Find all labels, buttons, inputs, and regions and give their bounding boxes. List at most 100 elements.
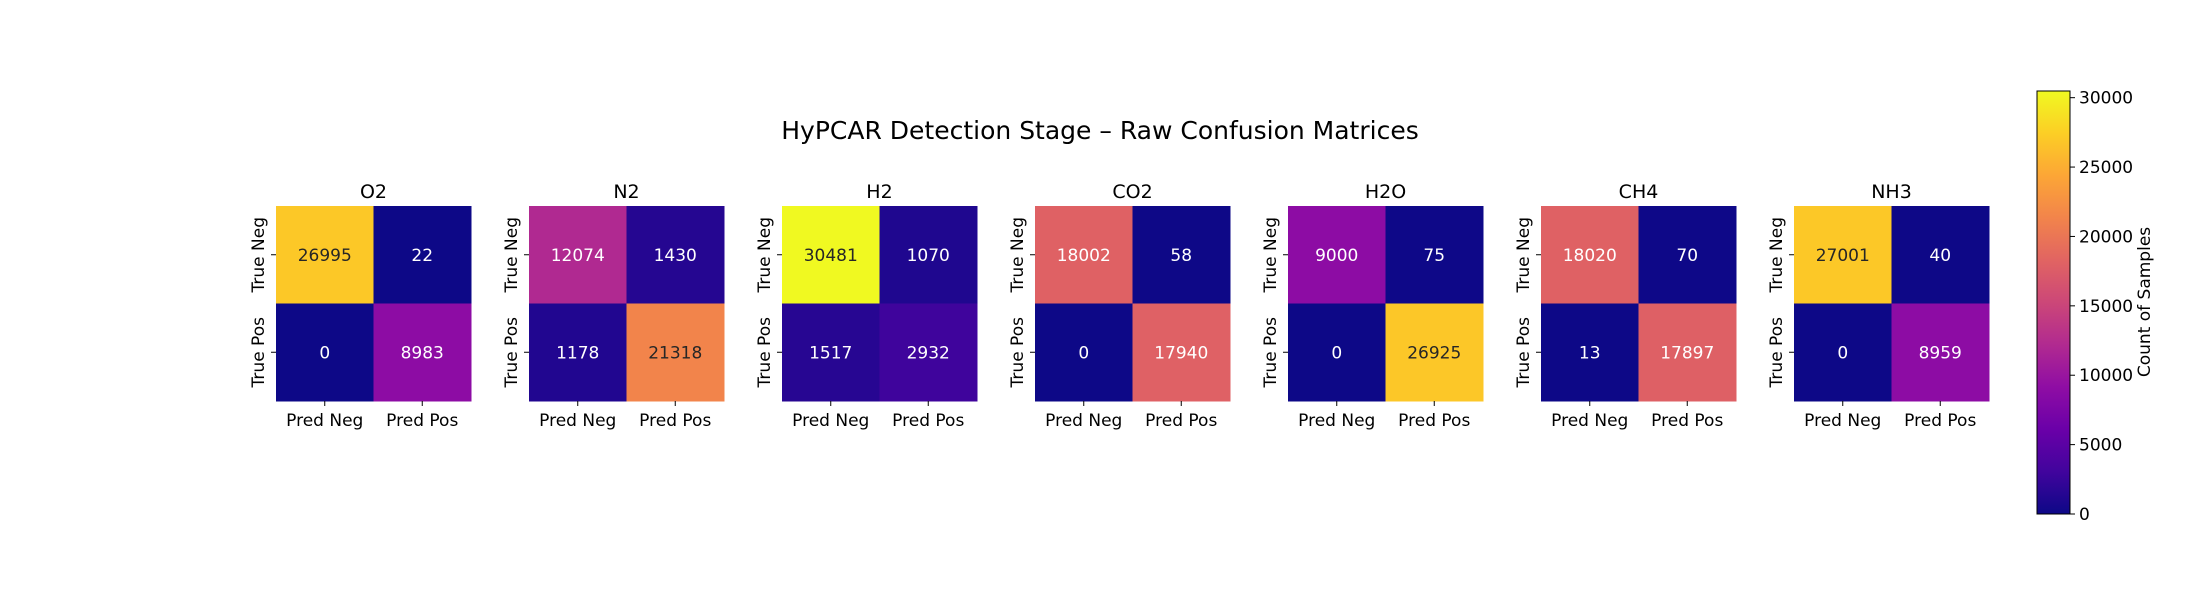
colorbar-tick-label: 10000 — [2079, 366, 2133, 386]
x-tick-label: Pred Pos — [639, 411, 711, 431]
y-tick-label: True Neg — [1261, 217, 1281, 293]
y-tick-label: True Pos — [502, 317, 522, 389]
cell-value-label: 22 — [411, 246, 433, 266]
y-tick-label: True Neg — [1767, 217, 1787, 293]
heatmap-cell — [1132, 303, 1231, 402]
heatmap-cell — [1385, 303, 1484, 402]
heatmap-cell — [782, 206, 880, 304]
x-tick-label: Pred Pos — [1904, 411, 1976, 431]
heatmap-cell — [1794, 303, 1892, 402]
x-tick-label: Pred Pos — [892, 411, 964, 431]
y-tick-label: True Neg — [502, 217, 522, 293]
x-tick-label: Pred Neg — [539, 411, 616, 431]
y-tick-label: True Pos — [1767, 317, 1787, 389]
cell-value-label: 21318 — [648, 343, 702, 363]
cell-value-label: 12074 — [551, 246, 605, 266]
cell-value-label: 1178 — [556, 343, 599, 363]
x-tick-label: Pred Pos — [1145, 411, 1217, 431]
heatmap-panel-n2: N2 12074 1430 1178 21318 Pred Neg Pred Pos True… — [502, 181, 725, 431]
cell-value-label: 8983 — [401, 343, 444, 363]
cell-value-label: 70 — [1676, 246, 1698, 266]
heatmap-panel-nh3: NH3 27001 40 0 8959 Pred Neg Pred Pos True Neg T… — [1767, 181, 1990, 431]
cell-value-label: 18020 — [1563, 246, 1617, 266]
heatmap-cell — [1541, 303, 1639, 402]
x-tick-label: Pred Neg — [1551, 411, 1628, 431]
cell-value-label: 0 — [1331, 343, 1342, 363]
y-tick-label: True Neg — [1514, 217, 1534, 293]
x-tick-label: Pred Neg — [792, 411, 869, 431]
heatmap-cell — [879, 206, 978, 304]
cell-value-label: 17940 — [1154, 343, 1208, 363]
cell-value-label: 27001 — [1816, 246, 1870, 266]
cell-value-label: 1070 — [907, 246, 950, 266]
heatmap-cell — [1288, 206, 1386, 304]
cell-value-label: 30481 — [804, 246, 858, 266]
x-tick-label: Pred Pos — [1651, 411, 1723, 431]
heatmap-panel-o2: O2 26995 22 0 8983 Pred Neg Pred Pos True Neg Tr… — [249, 181, 472, 431]
colorbar: 0 5000 10000 15000 20000 25000 30000 Count of … — [2036, 89, 2155, 525]
heatmap-cell — [373, 303, 472, 402]
heatmap-panel-h2: H2 30481 1070 1517 2932 Pred Neg Pred Pos True … — [755, 181, 978, 431]
colorbar-tick-label: 25000 — [2079, 158, 2133, 178]
heatmap-cell — [1288, 303, 1386, 402]
heatmap-cell — [626, 206, 725, 304]
heatmap-cell — [276, 206, 374, 304]
y-tick-label: True Neg — [755, 217, 775, 293]
heatmap-panel-h2o: H2O 9000 75 0 26925 Pred Neg Pred Pos True Neg T… — [1261, 181, 1484, 431]
panel-title: NH3 — [1871, 181, 1912, 203]
cell-value-label: 0 — [1078, 343, 1089, 363]
cell-value-label: 13 — [1579, 343, 1601, 363]
panel-title: N2 — [613, 181, 639, 203]
y-tick-label: True Pos — [249, 317, 269, 389]
cell-value-label: 40 — [1929, 246, 1951, 266]
colorbar-label: Count of Samples — [2135, 227, 2155, 377]
x-tick-label: Pred Pos — [386, 411, 458, 431]
y-tick-label: True Pos — [1261, 317, 1281, 389]
y-tick-label: True Neg — [249, 217, 269, 293]
cell-value-label: 2932 — [907, 343, 950, 363]
panel-title: CO2 — [1112, 181, 1152, 203]
heatmap-cell — [1794, 206, 1892, 304]
heatmap-cell — [879, 303, 978, 402]
heatmap-cell — [1541, 206, 1639, 304]
colorbar-gradient — [2036, 90, 2071, 515]
cell-value-label: 18002 — [1057, 246, 1111, 266]
heatmap-cell — [1035, 206, 1133, 304]
heatmap-cell — [373, 206, 472, 304]
cell-value-label: 58 — [1170, 246, 1192, 266]
figure-title: HyPCAR Detection Stage – Raw Confusion M… — [781, 116, 1418, 145]
x-tick-label: Pred Pos — [1398, 411, 1470, 431]
heatmap-cell — [1891, 206, 1990, 304]
cell-value-label: 1517 — [809, 343, 852, 363]
heatmap-cell — [276, 303, 374, 402]
panel-title: CH4 — [1619, 181, 1659, 203]
heatmap-cell — [1132, 206, 1231, 304]
cell-value-label: 26995 — [298, 246, 352, 266]
cell-value-label: 17897 — [1660, 343, 1714, 363]
y-tick-label: True Pos — [755, 317, 775, 389]
cell-value-label: 9000 — [1315, 246, 1358, 266]
heatmap-cell — [626, 303, 725, 402]
heatmap-cell — [1638, 206, 1737, 304]
panel-title: H2 — [866, 181, 892, 203]
y-tick-label: True Neg — [1008, 217, 1028, 293]
y-tick-label: True Pos — [1008, 317, 1028, 389]
x-tick-label: Pred Neg — [1804, 411, 1881, 431]
heatmap-panel-co2: CO2 18002 58 0 17940 Pred Neg Pred Pos True Neg… — [1008, 181, 1231, 431]
colorbar-tick-label: 0 — [2079, 505, 2090, 525]
heatmap-cell — [529, 206, 627, 304]
heatmap-panel-ch4: CH4 18020 70 13 17897 Pred Neg Pred Pos True Ne… — [1514, 181, 1737, 431]
y-tick-label: True Pos — [1514, 317, 1534, 389]
panel-title: H2O — [1365, 181, 1406, 203]
colorbar-ticks: 0 5000 10000 15000 20000 25000 30000 — [2070, 89, 2133, 525]
colorbar-tick-label: 5000 — [2079, 436, 2122, 456]
cell-value-label: 0 — [1837, 343, 1848, 363]
heatmap-panels: O2 26995 22 0 8983 Pred Neg Pred Pos True Neg Tr… — [249, 181, 1990, 431]
heatmap-cell — [782, 303, 880, 402]
cell-value-label: 26925 — [1407, 343, 1461, 363]
heatmap-cell — [1385, 206, 1484, 304]
cell-value-label: 75 — [1423, 246, 1445, 266]
cell-value-label: 1430 — [654, 246, 697, 266]
x-tick-label: Pred Neg — [1298, 411, 1375, 431]
